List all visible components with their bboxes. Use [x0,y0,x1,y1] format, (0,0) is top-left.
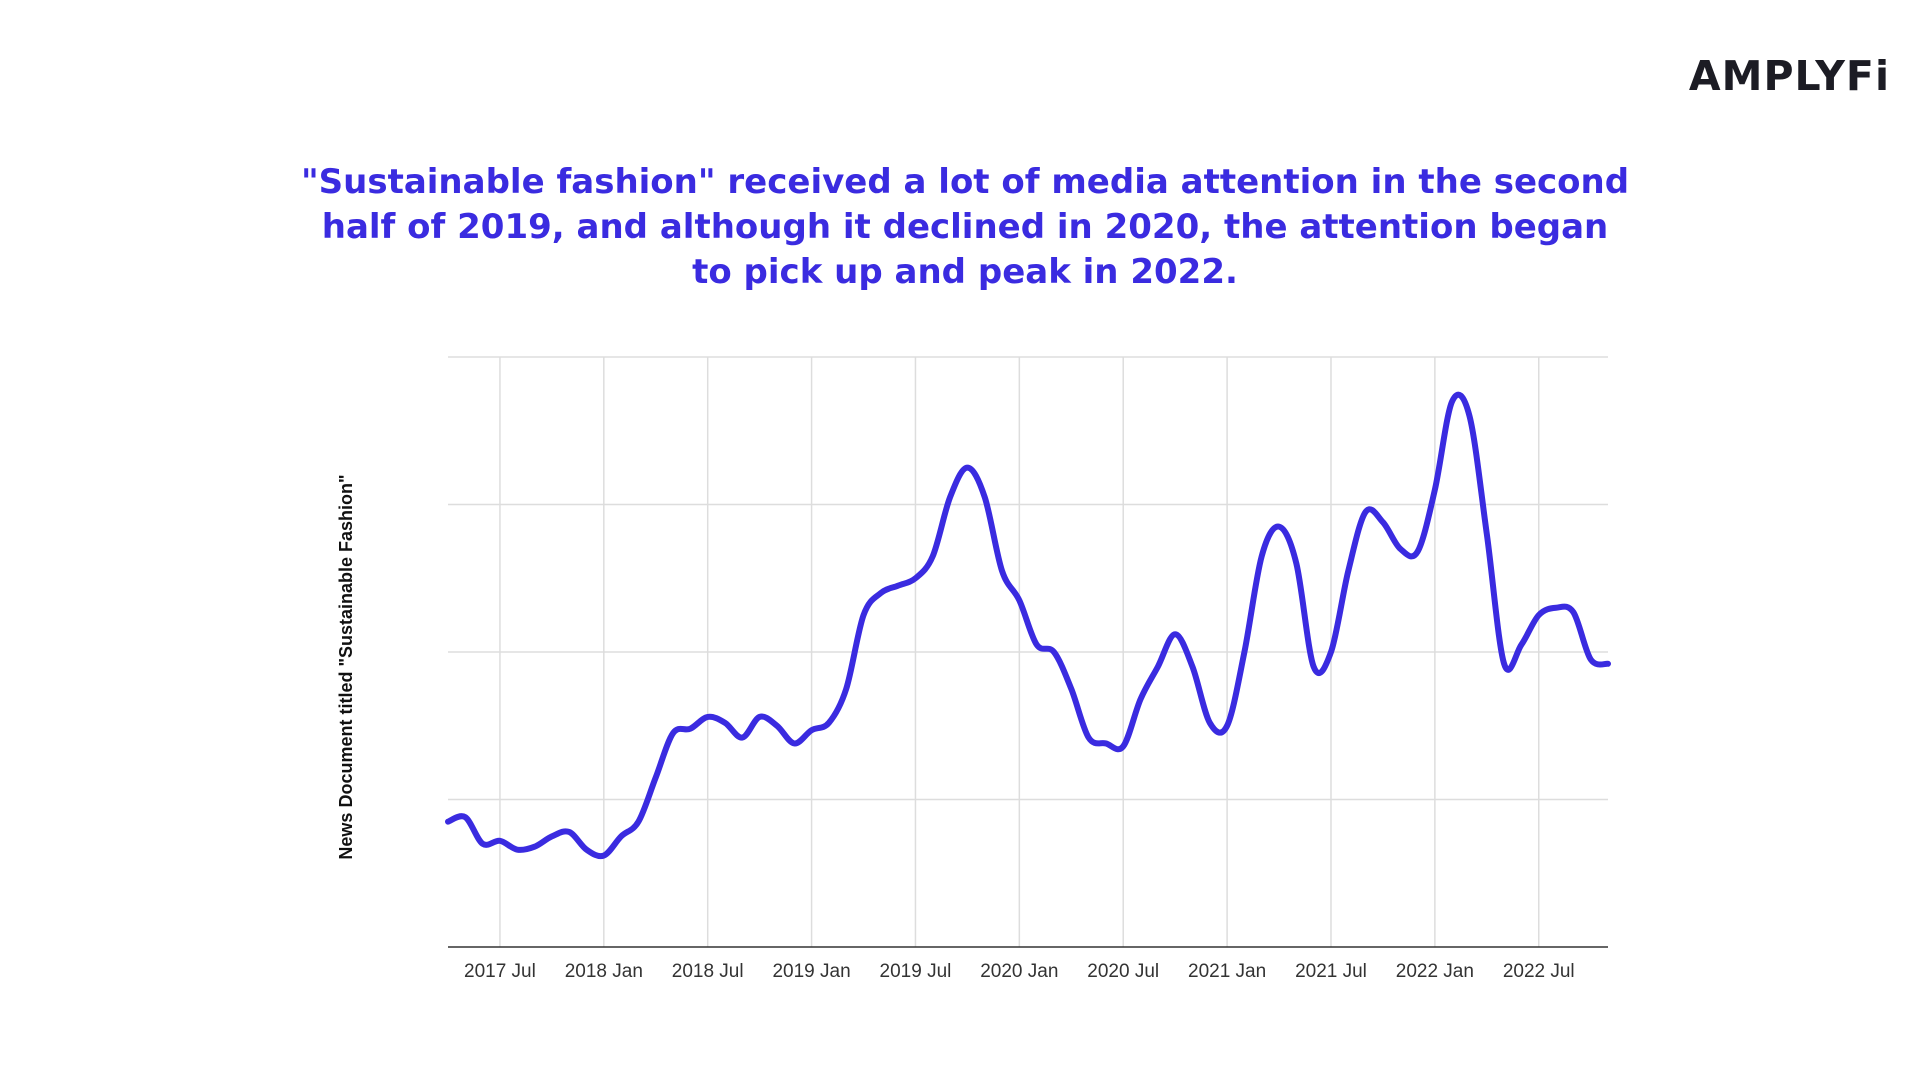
series-line [445,391,1611,860]
x-tick-label: 2019 Jan [772,961,850,982]
x-tick-label: 2020 Jul [1087,961,1159,982]
x-tick-label: 2020 Jan [980,961,1058,982]
x-tick-label: 2017 Jul [464,961,536,982]
headline: "Sustainable fashion" received a lot of … [300,162,1630,292]
x-tick-label: 2019 Jul [880,961,952,982]
x-tick-labels: 2017 Jul 2018 Jan 2018 Jul 2019 Jan 2019 Jul… [464,961,1575,982]
x-tick-label: 2021 Jan [1188,961,1266,982]
x-tick-label: 2021 Jul [1295,961,1367,982]
amplyfi-logo: AMPLYFi [1688,52,1890,100]
grid-horizontal [448,356,1608,801]
x-tick-label: 2022 Jul [1503,961,1575,982]
x-tick-label: 2022 Jan [1396,961,1474,982]
y-axis-label: News Document titled "Sustainable Fashio… [336,474,356,859]
x-tick-label: 2018 Jul [672,961,744,982]
x-tick-label: 2018 Jan [565,961,643,982]
